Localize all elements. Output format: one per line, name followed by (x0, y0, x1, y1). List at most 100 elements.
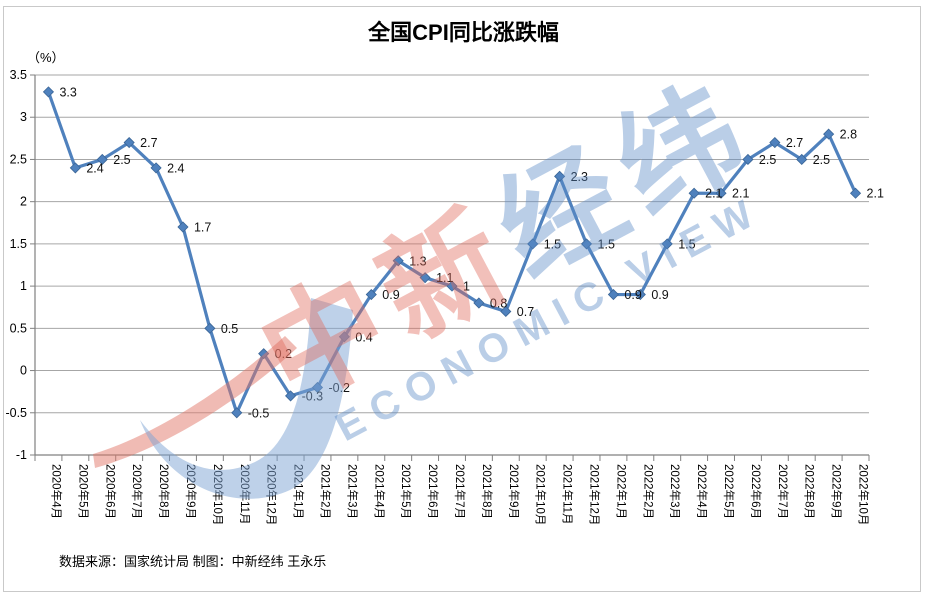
x-axis-label: 2020年8月 (157, 464, 171, 519)
x-axis-label: 2021年5月 (399, 464, 413, 519)
data-point-label: 0.8 (490, 297, 507, 311)
data-point-label: 2.7 (140, 136, 157, 150)
x-axis-label: 2020年4月 (49, 464, 63, 519)
x-axis-label: 2022年5月 (722, 464, 736, 519)
data-point-marker (500, 305, 512, 318)
data-point-marker (661, 238, 673, 250)
data-point-marker (796, 153, 808, 166)
data-point-marker (769, 136, 781, 149)
x-axis-label: 2022年9月 (830, 464, 844, 519)
y-axis-label: -1 (16, 448, 27, 462)
data-point-label: 0.2 (275, 347, 292, 361)
data-point-label: 0.9 (382, 288, 399, 302)
data-point-label: 1.5 (598, 237, 615, 251)
data-point-label: 2.1 (705, 187, 722, 201)
data-point-label: 0.5 (221, 322, 238, 336)
data-point-marker (96, 153, 108, 166)
data-point-marker (473, 297, 485, 309)
data-point-marker (607, 288, 619, 301)
x-axis-label: 2020年6月 (103, 464, 117, 519)
data-point-label: -0.3 (302, 389, 324, 403)
data-point-label: 0.4 (355, 330, 372, 344)
data-point-marker (419, 272, 431, 284)
x-axis-label: 2020年5月 (76, 464, 90, 519)
source-note: 数据来源：国家统计局 制图：中新经纬 王永乐 (59, 554, 327, 569)
x-axis-label: 2021年2月 (318, 464, 332, 519)
x-axis-label: 2022年2月 (641, 464, 655, 519)
y-axis-label: 2.5 (10, 152, 27, 166)
x-axis-label: 2021年1月 (292, 464, 306, 519)
data-point-marker (365, 288, 377, 301)
data-point-marker (527, 238, 539, 250)
x-axis-label: 2021年3月 (345, 464, 359, 519)
data-point-label: 0.9 (624, 288, 641, 302)
data-point-marker (204, 322, 216, 334)
data-point-marker (823, 128, 835, 140)
x-axis-label: 2021年12月 (588, 464, 602, 525)
data-point-label: 2.5 (813, 153, 830, 167)
y-axis-unit-label: （%） (27, 50, 65, 65)
x-axis-label: 2021年10月 (534, 464, 548, 525)
data-point-marker (715, 187, 727, 199)
data-point-marker (554, 170, 566, 182)
data-point-marker (742, 153, 754, 166)
data-point-label: -0.2 (328, 381, 350, 395)
data-point-marker (634, 288, 646, 301)
data-point-label: 2.5 (113, 153, 130, 167)
data-point-marker (150, 162, 162, 174)
chart-title: 全国CPI同比涨跌幅 (368, 20, 559, 45)
data-point-label: 2.4 (86, 161, 103, 175)
data-point-label: 2.1 (867, 187, 884, 201)
data-point-label: -0.5 (248, 406, 270, 420)
data-point-marker (446, 280, 458, 292)
x-axis-label: 2022年4月 (695, 464, 709, 519)
x-axis-label: 2021年4月 (372, 464, 386, 519)
x-axis-label: 2021年6月 (426, 464, 440, 519)
data-point-label: 1.5 (544, 237, 561, 251)
data-point-label: 2.5 (759, 153, 776, 167)
x-axis-label: 2022年1月 (614, 464, 628, 519)
data-point-label: 1.7 (194, 221, 211, 235)
data-point-marker (177, 221, 189, 233)
y-axis-label: 1.5 (10, 237, 27, 251)
x-axis-label: 2020年11月 (238, 464, 252, 525)
data-point-label: 1.1 (436, 271, 453, 285)
data-point-marker (42, 86, 55, 98)
y-axis-label: 3 (20, 110, 27, 124)
data-point-label: 2.7 (786, 136, 803, 150)
x-axis-label: 2020年10月 (211, 464, 225, 525)
data-point-marker (69, 162, 81, 174)
x-axis-label: 2020年7月 (130, 464, 144, 519)
data-point-label: 2.3 (571, 170, 588, 184)
x-axis-label: 2021年7月 (453, 464, 467, 519)
y-axis-label: 1 (20, 279, 27, 293)
data-point-marker (688, 187, 700, 199)
y-axis-label: 3.5 (10, 68, 27, 82)
data-point-marker (580, 238, 593, 250)
data-point-label: 1 (463, 280, 470, 294)
x-axis-label: 2022年3月 (668, 464, 682, 519)
y-axis-label: 0 (20, 364, 27, 378)
data-point-label: 3.3 (59, 85, 76, 99)
data-point-label: 1.3 (409, 254, 426, 268)
data-point-label: 2.1 (732, 187, 749, 201)
data-point-marker (231, 407, 243, 419)
y-axis-label: 0.5 (10, 321, 27, 335)
x-axis-label: 2021年8月 (480, 464, 494, 519)
data-point-label: 2.4 (167, 161, 184, 175)
data-point-label: 0.9 (651, 288, 668, 302)
data-point-label: 2.8 (840, 128, 857, 142)
data-point-marker (849, 187, 862, 199)
data-point-marker (123, 136, 135, 149)
y-axis-label: 2 (20, 195, 27, 209)
x-axis-label: 2021年11月 (561, 464, 575, 525)
x-axis-label: 2022年6月 (749, 464, 763, 519)
y-axis-label: -0.5 (5, 406, 27, 420)
x-axis-label: 2022年7月 (776, 464, 790, 519)
line-series (46, 90, 858, 415)
x-axis-label: 2022年8月 (803, 464, 817, 519)
x-axis-label: 2020年12月 (265, 464, 279, 525)
data-point-label: 1.5 (678, 237, 695, 251)
